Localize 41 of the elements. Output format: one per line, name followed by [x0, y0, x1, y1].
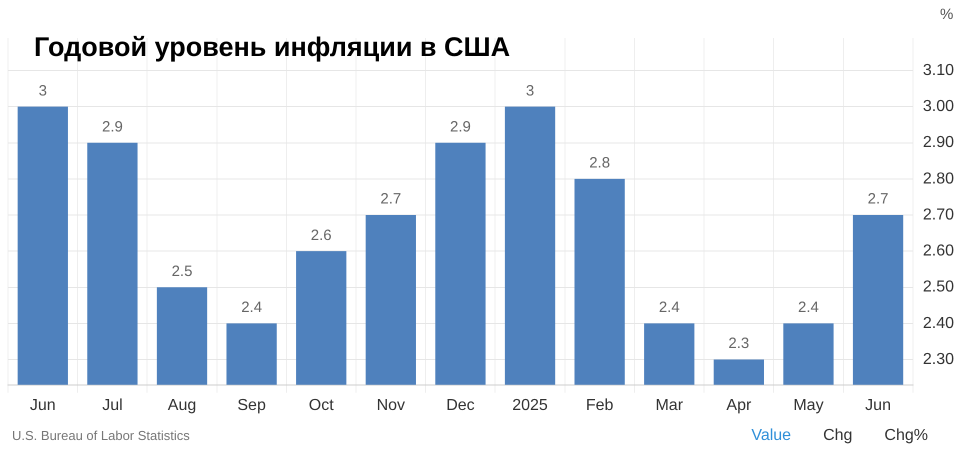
x-tick-label: Aug	[168, 396, 196, 414]
data-label: 2.9	[102, 118, 123, 136]
data-label: 2.9	[450, 118, 471, 136]
y-tick-label: 2.70	[922, 206, 954, 224]
text: Chg	[823, 427, 852, 445]
x-tick-label: Dec	[446, 396, 475, 414]
y-tick-label: 2.50	[922, 278, 954, 296]
data-label: 3	[38, 82, 47, 100]
y-tick-label: 2.90	[922, 134, 954, 152]
text: Chg%	[884, 427, 928, 445]
text: U.S. Bureau of Labor Statistics	[12, 428, 190, 443]
x-tick-label: Apr	[726, 396, 752, 414]
chart-title: Годовой уровень инфляции в США	[34, 32, 510, 63]
data-label: 2.8	[589, 154, 610, 172]
y-tick-label: 2.40	[922, 314, 954, 332]
data-label: 2.6	[310, 226, 332, 244]
y-tick-label: 2.30	[922, 350, 954, 368]
x-tick-label: Feb	[586, 396, 614, 414]
y-axis-title: %	[940, 6, 954, 23]
y-tick-label: 2.80	[922, 170, 954, 188]
data-label: 2.5	[172, 262, 192, 280]
data-label: 2.7	[868, 190, 888, 208]
x-tick-label: 2025	[512, 396, 548, 414]
data-label: 2.3	[728, 335, 750, 352]
x-tick-label: Jun	[30, 396, 56, 414]
y-tick-label: 3.00	[922, 98, 954, 116]
text: Value	[751, 427, 792, 445]
data-label: 2.7	[380, 190, 402, 208]
x-tick-label: Jun	[865, 396, 891, 414]
data-label: 2.4	[658, 299, 680, 316]
x-tick-label: Sep	[237, 396, 266, 414]
data-label: 2.4	[798, 299, 819, 316]
data-label: 3	[526, 82, 534, 100]
x-tick-label: Mar	[655, 396, 684, 414]
x-tick-label: Oct	[308, 396, 334, 414]
y-tick-label: 2.60	[922, 242, 954, 260]
x-tick-label: Nov	[376, 396, 406, 414]
data-label: 2.4	[241, 299, 262, 316]
x-tick-label: Jul	[102, 396, 123, 414]
y-tick-label: 3.10	[922, 62, 954, 79]
x-tick-label: May	[793, 396, 824, 414]
